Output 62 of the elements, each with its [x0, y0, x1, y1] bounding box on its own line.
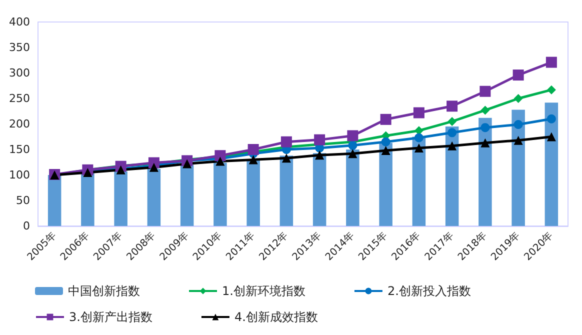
y-tick-label: 300	[9, 66, 30, 80]
y-tick-label: 100	[9, 168, 30, 182]
point	[514, 120, 523, 130]
point	[480, 106, 490, 115]
bar	[312, 153, 326, 226]
legend-label: 3.创新产出指数	[69, 310, 152, 324]
y-tick-label: 200	[9, 118, 30, 130]
y-tick-label: 150	[9, 143, 30, 156]
bar	[81, 172, 94, 226]
bar	[214, 162, 227, 226]
bar	[512, 110, 525, 226]
legend-label: 1.创新环境指数	[222, 284, 306, 298]
point	[248, 155, 258, 164]
bar	[346, 150, 360, 226]
point	[480, 86, 491, 97]
bar	[114, 171, 128, 226]
point	[514, 94, 523, 103]
point	[546, 132, 556, 142]
point	[414, 143, 424, 152]
point	[480, 138, 490, 148]
y-tick-label: 0	[23, 220, 30, 232]
legend-label: 中国创新指数	[68, 284, 140, 298]
point	[380, 114, 392, 125]
point	[347, 130, 358, 142]
point	[414, 133, 424, 142]
legend-label: 4.创新成效指数	[234, 310, 318, 324]
point	[248, 144, 259, 155]
point	[282, 154, 291, 163]
bar	[280, 156, 294, 226]
point	[448, 141, 457, 150]
y-tick-label: 250	[9, 92, 30, 105]
point	[514, 136, 523, 145]
point	[315, 150, 324, 160]
point	[546, 56, 557, 68]
bar	[478, 118, 492, 226]
bar	[147, 168, 161, 226]
point	[216, 156, 225, 166]
point	[480, 123, 490, 132]
legend-label: 2.创新投入指数	[387, 284, 471, 298]
point	[413, 107, 424, 118]
bar	[379, 142, 392, 226]
bar	[48, 175, 62, 226]
point	[446, 100, 458, 112]
point	[348, 149, 358, 158]
bar	[412, 136, 426, 226]
bar	[180, 164, 194, 226]
y-tick-label: 350	[9, 41, 30, 54]
y-tick-label: 400	[9, 16, 30, 28]
point	[512, 70, 524, 81]
point	[182, 159, 192, 168]
point	[546, 85, 556, 94]
bar	[544, 102, 558, 226]
y-tick-label: 50	[16, 194, 30, 207]
point	[314, 134, 326, 146]
point	[280, 136, 292, 148]
point	[546, 114, 556, 124]
point	[381, 137, 390, 146]
point	[348, 140, 358, 150]
point	[448, 116, 457, 126]
bar	[246, 160, 260, 226]
point	[448, 128, 457, 138]
point	[381, 146, 390, 156]
